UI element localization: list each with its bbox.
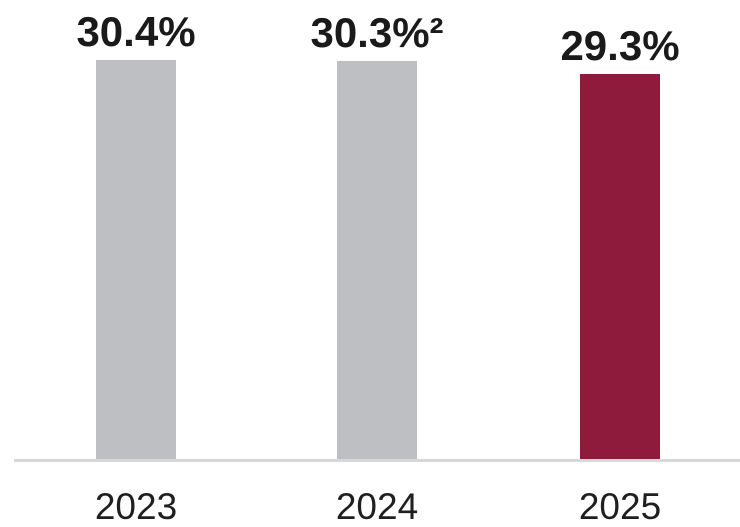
bar-2023 bbox=[96, 60, 176, 459]
bar-2025 bbox=[580, 74, 660, 459]
x-axis-tick-label: 2024 bbox=[335, 486, 419, 527]
x-axis-baseline bbox=[14, 459, 740, 462]
x-axis-tick-label: 2025 bbox=[578, 486, 662, 527]
x-axis-tick-label: 2023 bbox=[94, 486, 178, 527]
bar-value-label: 30.3%² bbox=[310, 9, 444, 56]
bar-value-label: 29.3% bbox=[560, 22, 680, 69]
bar-value-label: 30.4% bbox=[76, 8, 196, 55]
bar-2024 bbox=[337, 61, 417, 459]
